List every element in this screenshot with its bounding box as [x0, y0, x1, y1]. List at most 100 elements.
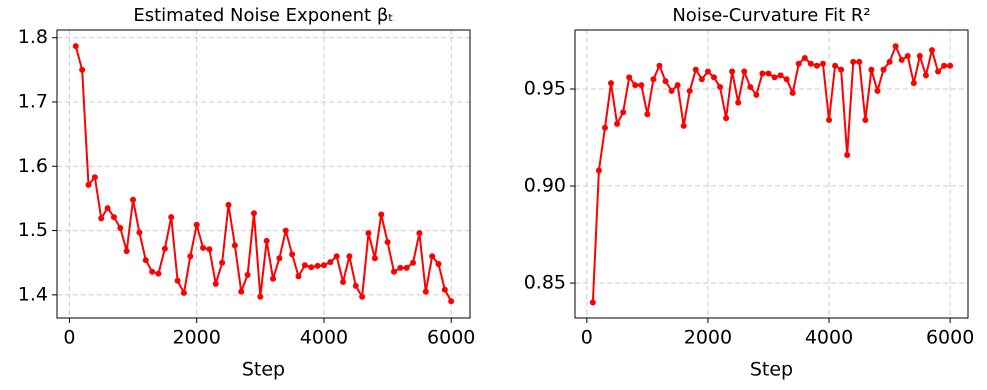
data-point [735, 99, 742, 106]
data-point [441, 286, 448, 293]
data-point [662, 78, 669, 85]
x-tick-label: 4000 [805, 327, 853, 349]
data-point [771, 74, 778, 81]
data-point [620, 109, 627, 116]
data-point [365, 230, 372, 237]
data-point [174, 277, 181, 284]
x-tick-label: 0 [581, 327, 593, 349]
data-point [868, 66, 875, 73]
data-point [422, 288, 429, 295]
y-tick-label: 0.90 [524, 175, 566, 197]
data-point [614, 120, 621, 127]
data-point [729, 68, 736, 75]
data-point [85, 181, 92, 188]
x-tick-label: 0 [63, 327, 75, 349]
data-point [874, 87, 881, 94]
data-point [589, 299, 596, 306]
data-point [928, 47, 935, 54]
data-point [301, 262, 308, 269]
data-point [668, 87, 675, 94]
data-point [632, 82, 639, 89]
data-point [686, 87, 693, 94]
data-point [263, 237, 270, 244]
data-point [180, 289, 187, 296]
data-point [644, 111, 651, 118]
data-point [117, 225, 124, 231]
y-tick-label: 0.85 [524, 272, 566, 294]
data-point [832, 62, 839, 69]
data-point [892, 43, 899, 50]
data-point [123, 248, 130, 255]
data-point [783, 76, 790, 83]
data-point [862, 117, 869, 124]
data-point [390, 268, 397, 275]
data-point [801, 54, 808, 61]
data-point [359, 293, 366, 300]
data-point [346, 253, 353, 260]
data-point [142, 257, 149, 264]
data-point [826, 117, 833, 124]
data-point [327, 259, 334, 266]
data-point [333, 253, 340, 260]
data-point [747, 84, 754, 91]
data-point [79, 66, 86, 73]
data-point [161, 245, 168, 252]
data-point [844, 151, 851, 158]
data-point [104, 205, 111, 212]
data-point [680, 122, 687, 129]
data-point [276, 255, 283, 262]
data-point [435, 261, 442, 267]
data-point [674, 82, 681, 89]
data-point [110, 214, 117, 221]
data-point [922, 72, 929, 79]
data-point [904, 53, 911, 60]
data-point [289, 251, 296, 258]
data-point [807, 60, 814, 67]
data-point [656, 62, 663, 69]
data-point [168, 214, 175, 221]
y-tick-label: 1.5 [18, 219, 48, 241]
data-point [200, 244, 207, 251]
data-point [270, 275, 277, 282]
data-point [601, 124, 608, 131]
chart-title: Noise-Curvature Fit R² [672, 5, 870, 26]
data-point [136, 229, 143, 236]
data-point [692, 66, 699, 73]
y-tick-label: 1.8 [18, 26, 48, 48]
data-point [149, 268, 156, 275]
data-point [397, 264, 404, 271]
data-point [723, 115, 730, 122]
data-point [947, 62, 954, 69]
data-point [193, 221, 200, 228]
data-point [710, 74, 717, 81]
data-point [212, 280, 219, 287]
data-point [231, 242, 238, 249]
data-point [717, 84, 724, 91]
data-point [219, 259, 226, 266]
series-line [591, 43, 951, 303]
data-point [155, 270, 162, 277]
axes-frame [574, 29, 969, 319]
data-point [777, 72, 784, 79]
data-point [416, 230, 423, 237]
data-point [704, 68, 711, 75]
data-point [935, 68, 942, 75]
x-tick-label: 6000 [926, 327, 974, 349]
data-point [250, 210, 257, 217]
data-point [308, 264, 315, 271]
data-point [352, 282, 359, 289]
series-line [74, 45, 453, 302]
data-point [187, 253, 194, 260]
data-point [244, 271, 251, 278]
data-point [886, 58, 893, 65]
data-point [838, 66, 845, 73]
data-point [941, 62, 948, 69]
data-point [850, 58, 857, 65]
data-point [257, 293, 264, 300]
x-axis-label: Step [242, 359, 285, 381]
data-point [225, 201, 232, 208]
y-tick-label: 1.4 [18, 283, 48, 305]
data-point [741, 68, 748, 75]
chart-title: Estimated Noise Exponent βₜ [133, 5, 393, 26]
